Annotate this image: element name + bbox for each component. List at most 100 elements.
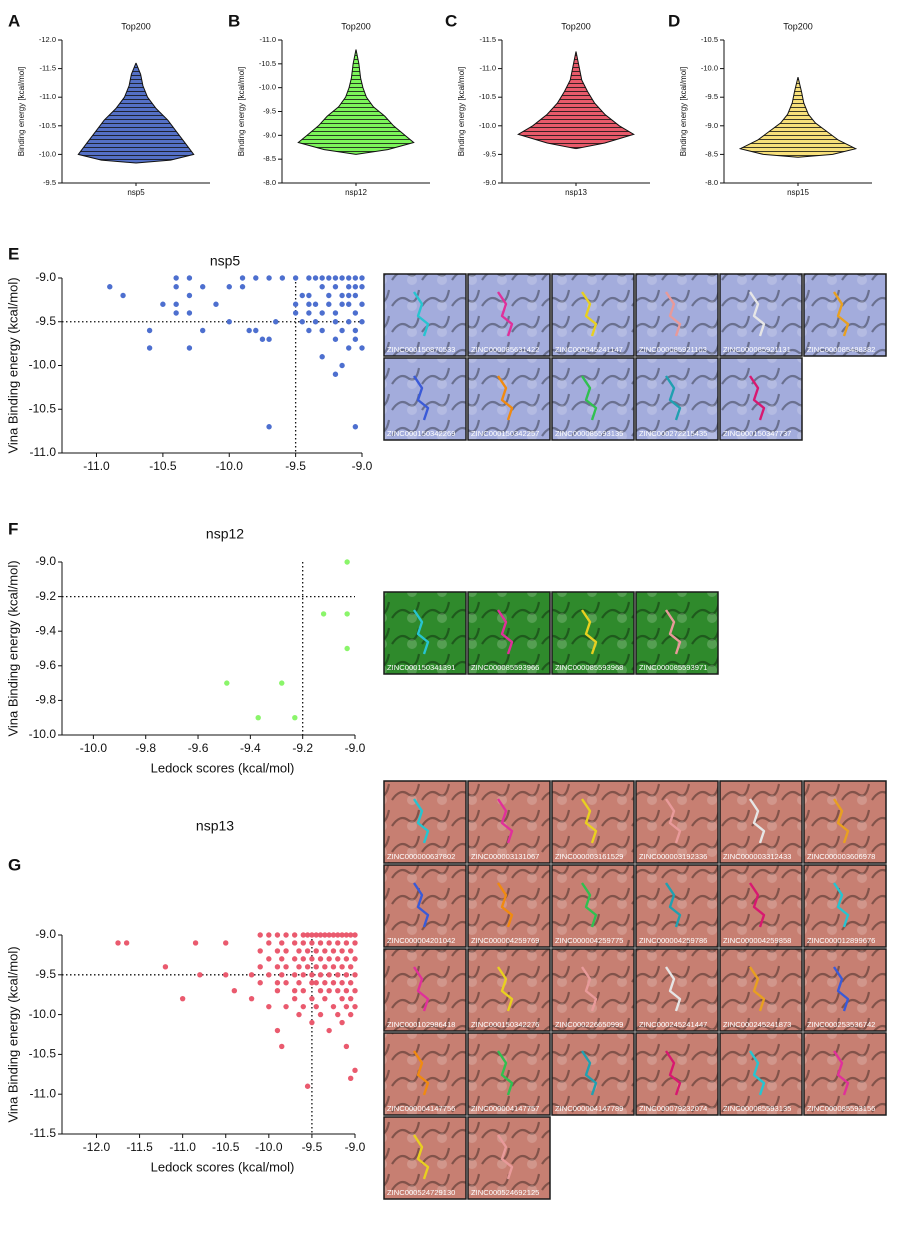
panel-letter: E xyxy=(8,244,19,263)
ligand xyxy=(497,798,514,844)
ligand xyxy=(749,375,766,421)
y-tick-label: -8.0 xyxy=(705,178,718,187)
structure-label: ZINC000004259786 xyxy=(639,936,707,945)
y-axis-label: Binding energy [kcal/mol] xyxy=(679,67,688,156)
structure-thumbnail xyxy=(467,948,551,1032)
point xyxy=(283,980,289,986)
point xyxy=(186,292,193,299)
point xyxy=(200,284,206,290)
point xyxy=(317,940,324,946)
x-tick-label: nsp5 xyxy=(127,188,145,197)
violin-half xyxy=(738,77,799,158)
point xyxy=(313,964,319,970)
violin-half xyxy=(135,62,195,164)
ligand xyxy=(665,291,682,337)
point xyxy=(326,940,332,946)
structure-label: ZINC000085488382 xyxy=(807,345,875,354)
point xyxy=(299,292,305,299)
y-tick-label: -9.0 xyxy=(705,121,718,130)
point xyxy=(226,319,232,325)
structure-label: ZINC000524692125 xyxy=(471,1188,539,1197)
point xyxy=(257,948,263,954)
point xyxy=(266,1003,272,1010)
point xyxy=(266,940,272,946)
y-tick-label: -12.0 xyxy=(39,35,56,44)
y-tick-label: -9.0 xyxy=(35,554,56,568)
point xyxy=(273,319,279,325)
point xyxy=(224,680,230,686)
point xyxy=(246,327,252,334)
ligand xyxy=(413,882,430,928)
structure-label: ZINC000253536742 xyxy=(807,1020,875,1029)
point xyxy=(322,948,328,954)
point xyxy=(339,292,345,299)
point xyxy=(339,932,345,938)
point xyxy=(339,301,345,307)
structure-label: ZINC000085631422 xyxy=(471,345,539,354)
structure-label: ZINC000085593135 xyxy=(555,429,623,438)
point xyxy=(279,940,285,946)
y-tick-label: -10.0 xyxy=(259,83,276,92)
y-tick-label: -9.0 xyxy=(35,927,56,941)
point xyxy=(347,964,354,970)
ligand xyxy=(497,1134,514,1180)
structure-label: ZINC000085593968 xyxy=(555,663,623,672)
point xyxy=(279,1043,285,1050)
point xyxy=(309,932,315,938)
point xyxy=(296,964,302,970)
y-tick-label: -9.5 xyxy=(705,92,718,101)
ligand xyxy=(497,882,514,928)
point xyxy=(319,327,325,334)
point xyxy=(300,988,306,994)
point xyxy=(283,964,289,970)
structure-label: ZINC000003606978 xyxy=(807,852,875,861)
point xyxy=(146,327,153,334)
point xyxy=(266,972,272,978)
point xyxy=(292,310,299,316)
point xyxy=(339,980,345,986)
point xyxy=(292,275,299,281)
point xyxy=(197,972,203,978)
structure-thumbnail xyxy=(551,591,635,675)
panel-letter: D xyxy=(668,11,680,30)
structure-label: ZINC000003131067 xyxy=(471,852,539,861)
point xyxy=(313,932,319,938)
point xyxy=(332,371,339,377)
point xyxy=(317,956,324,962)
x-tick-label: -9.0 xyxy=(345,741,366,755)
point xyxy=(266,932,272,938)
y-axis-label: Binding energy [kcal/mol] xyxy=(457,67,466,156)
structure-thumbnail xyxy=(635,591,719,675)
point xyxy=(319,310,325,316)
point xyxy=(274,932,281,938)
point xyxy=(352,956,358,962)
chart-title: nsp13 xyxy=(196,818,234,834)
y-tick-label: -11.0 xyxy=(30,445,57,459)
structure-label: ZINC000150342269 xyxy=(387,429,455,438)
point xyxy=(115,940,121,946)
ligand xyxy=(749,291,766,337)
point xyxy=(352,424,359,430)
structure-label: ZINC000000637802 xyxy=(387,852,455,861)
point xyxy=(304,1083,311,1089)
point xyxy=(352,940,358,946)
panel-letter: C xyxy=(445,11,457,30)
y-tick-label: -10.0 xyxy=(29,1007,57,1021)
point xyxy=(339,327,345,334)
point xyxy=(300,1003,306,1010)
ligand xyxy=(581,798,598,844)
point xyxy=(306,301,312,307)
point xyxy=(339,275,345,281)
violin-half xyxy=(77,62,137,164)
point xyxy=(274,1027,281,1034)
structure-label: ZINC000079232074 xyxy=(639,1104,707,1113)
ligand xyxy=(665,966,682,1012)
point xyxy=(317,932,324,938)
point xyxy=(326,292,332,299)
point xyxy=(259,336,266,342)
structure-label: ZINC000003312433 xyxy=(723,852,791,861)
ligand xyxy=(581,966,598,1012)
structure-thumbnail xyxy=(467,273,551,357)
point xyxy=(179,995,186,1002)
